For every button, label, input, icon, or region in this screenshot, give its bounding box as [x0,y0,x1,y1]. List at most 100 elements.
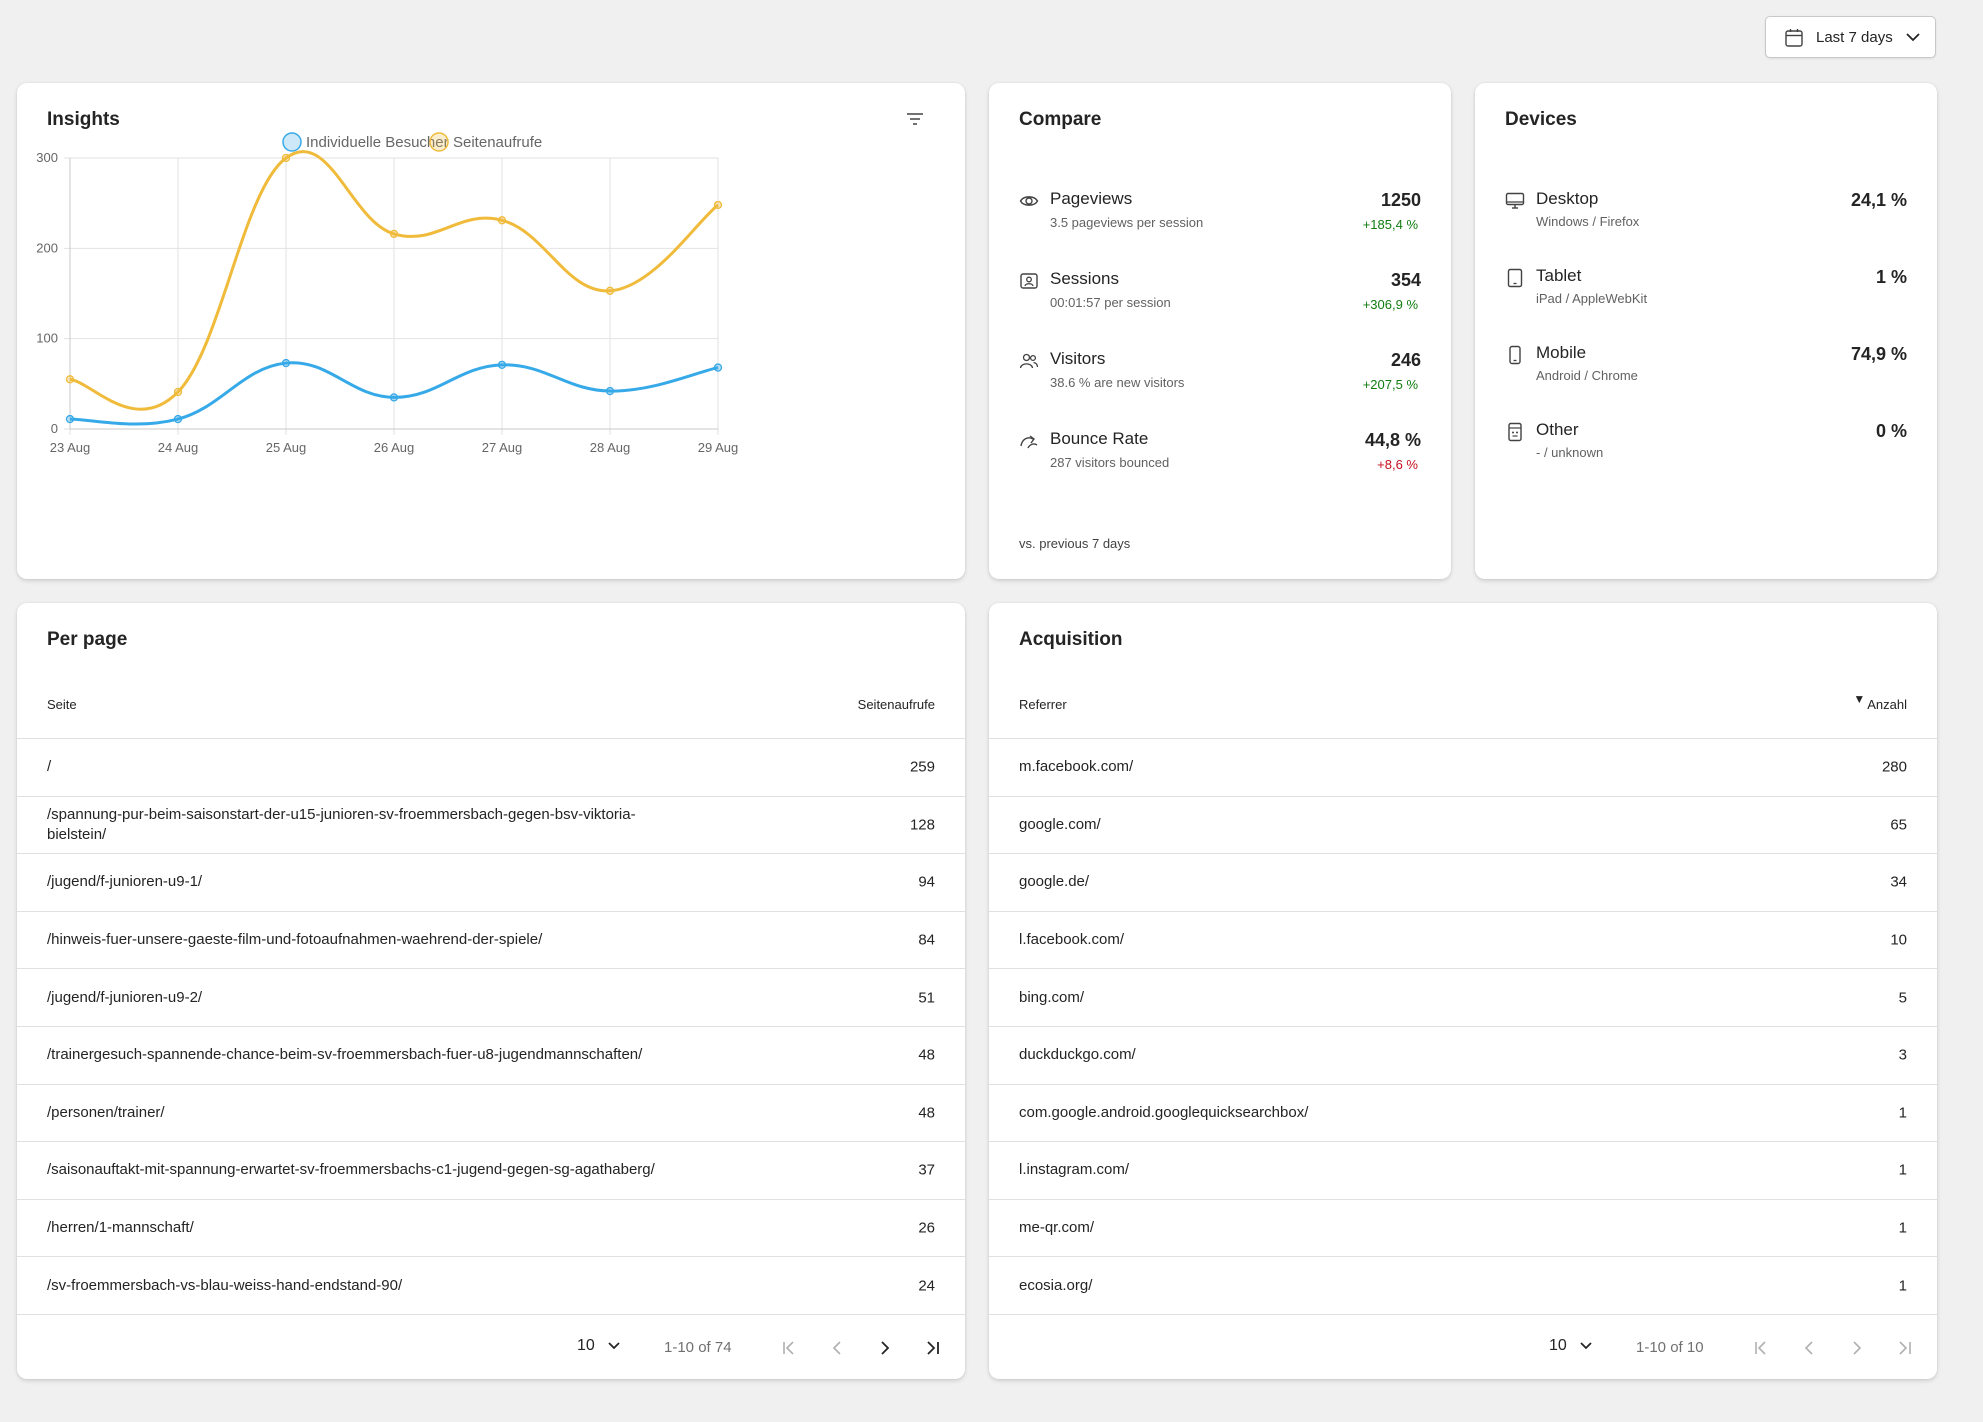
device-share: 24,1 % [1850,190,1907,210]
device-name: Mobile [1536,343,1587,362]
people-icon [1019,353,1039,369]
data-point [389,393,399,402]
last-page-icon[interactable] [1894,1337,1916,1359]
x-tick-label: 24 Aug [158,440,199,455]
last-page-icon[interactable] [922,1337,944,1359]
column-header-count[interactable]: ▼ Anzahl [1853,692,1907,712]
table-row[interactable]: me-qr.com/1 [989,1200,1937,1258]
referrer-count: 34 [1890,873,1907,891]
first-page-icon[interactable] [778,1337,800,1359]
referrer-count: 1 [1898,1277,1907,1295]
pageview-count: 24 [918,1277,935,1295]
column-header-page[interactable]: Seite [47,697,77,712]
column-header-count-label: Anzahl [1867,697,1907,712]
bounce-arrow-icon [1020,435,1038,449]
first-page-icon[interactable] [1750,1337,1772,1359]
metric-change: +185,4 % [1362,217,1418,232]
table-row[interactable]: google.de/34 [989,854,1937,912]
series-line-visitors [69,361,719,426]
table-row[interactable]: com.google.android.googlequicksearchbox/… [989,1085,1937,1143]
table-row[interactable]: l.instagram.com/1 [989,1142,1937,1200]
referrer-count: 1 [1898,1219,1907,1237]
page-path: /jugend/f-junioren-u9-1/ [47,873,203,891]
data-point [173,387,183,397]
x-tick-label: 27 Aug [482,440,523,455]
table-row[interactable]: /spannung-pur-beim-saisonstart-der-u15-j… [17,797,965,855]
device-sub: Windows / Firefox [1536,214,1640,229]
metric-visitors: Visitors 38.6 % are new visitors 246 +20… [1019,349,1421,409]
acquisition-card: Acquisition Referrer ▼ Anzahl m.facebook.… [989,603,1937,1379]
referrer-count: 3 [1898,1046,1907,1064]
table-row[interactable]: / 259 [17,739,965,797]
device-name: Desktop [1536,189,1599,208]
referrer-name: me-qr.com/ [1019,1219,1095,1237]
date-range-button[interactable]: Last 7 days [1765,16,1936,58]
table-row[interactable]: bing.com/5 [989,969,1937,1027]
metric-value: 44,8 % [1364,430,1421,450]
chevron-down-icon [1580,1342,1592,1350]
device-share: 1 % [1875,267,1907,287]
page-size-select[interactable]: 10 [1549,1337,1593,1355]
table-row[interactable]: ecosia.org/1 [989,1257,1937,1315]
tablet-icon [1507,268,1523,288]
device-name: Other [1536,420,1579,439]
table-row[interactable]: l.facebook.com/10 [989,912,1937,970]
table-row[interactable]: /jugend/f-junioren-u9-1/94 [17,854,965,912]
table-row[interactable]: duckduckgo.com/3 [989,1027,1937,1085]
table-row[interactable]: m.facebook.com/280 [989,739,1937,797]
data-point [497,360,507,370]
table-row[interactable]: /saisonauftakt-mit-spannung-erwartet-sv-… [17,1142,965,1200]
date-range-label: Last 7 days [1816,29,1893,46]
data-point [497,216,507,225]
column-header-referrer[interactable]: Referrer [1019,697,1067,712]
pageview-count: 37 [918,1161,935,1179]
metric-name: Sessions [1050,269,1119,288]
referrer-name: duckduckgo.com/ [1019,1046,1136,1064]
x-tick-label: 28 Aug [590,440,631,455]
previous-page-icon[interactable] [826,1337,848,1359]
table-row[interactable]: /herren/1-mannschaft/26 [17,1200,965,1258]
referrer-name: com.google.android.googlequicksearchbox/ [1019,1103,1309,1121]
metric-value: 354 [1390,270,1421,290]
compare-card: Compare Pageviews 3.5 pageviews per sess… [989,83,1451,579]
table-row[interactable]: /trainergesuch-spannende-chance-beim-sv-… [17,1027,965,1085]
page-path: /jugend/f-junioren-u9-2/ [47,988,203,1006]
referrer-count: 65 [1890,816,1907,834]
data-point [281,153,291,163]
metric-name: Visitors [1050,349,1106,368]
table-row[interactable]: google.com/65 [989,797,1937,855]
metric-sessions: Sessions 00:01:57 per session 354 +306,9… [1019,269,1421,329]
data-point [281,358,291,368]
table-row[interactable]: /personen/trainer/48 [17,1085,965,1143]
per-page-card: Per page Seite Seitenaufrufe / 259/spannu… [17,603,965,1379]
legend-swatch [429,132,449,152]
table-row[interactable]: /jugend/f-junioren-u9-2/51 [17,969,965,1027]
metric-value: 246 [1390,350,1421,370]
x-tick-label: 26 Aug [374,440,415,455]
next-page-icon[interactable] [874,1337,896,1359]
filter-icon[interactable] [901,108,929,132]
pageview-count: 84 [918,931,935,949]
table-row[interactable]: /sv-froemmersbach-vs-blau-weiss-hand-end… [17,1257,965,1315]
next-page-icon[interactable] [1846,1337,1868,1359]
per-page-title: Per page [47,629,128,650]
compare-footer: vs. previous 7 days [1019,536,1131,551]
metric-sub: 38.6 % are new visitors [1050,375,1185,390]
sessions-icon [1020,273,1038,289]
page-range: 1-10 of 10 [1636,1339,1704,1356]
page-size-select[interactable]: 10 [577,1337,621,1355]
column-header-pageviews[interactable]: Seitenaufrufe [857,697,935,712]
legend-swatch [282,132,302,152]
pagination: 10 1-10 of 10 [989,1317,1937,1379]
table-row[interactable]: /hinweis-fuer-unsere-gaeste-film-und-fot… [17,912,965,970]
devices-title: Devices [1505,109,1577,130]
device-share: 0 % [1875,421,1907,441]
metric-bounce-rate: Bounce Rate 287 visitors bounced 44,8 % … [1019,429,1421,489]
y-tick-label: 300 [36,150,58,165]
previous-page-icon[interactable] [1798,1337,1820,1359]
pageview-count: 48 [918,1046,935,1064]
pagination: 10 1-10 of 74 [17,1317,965,1379]
metric-sub: 287 visitors bounced [1050,455,1170,470]
metric-sub: 00:01:57 per session [1050,295,1171,310]
page-path: /sv-froemmersbach-vs-blau-weiss-hand-end… [47,1276,403,1294]
